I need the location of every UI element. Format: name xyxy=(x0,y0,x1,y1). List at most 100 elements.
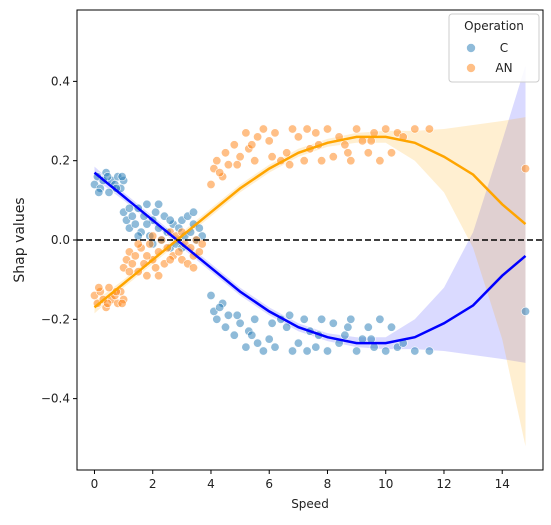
point-c-49 xyxy=(133,231,143,241)
x-tick-label-5: 10 xyxy=(378,477,393,491)
x-tick-label-1: 2 xyxy=(149,477,157,491)
point-c-26 xyxy=(151,207,161,217)
y-tick-label-4: 0.4 xyxy=(51,74,70,88)
y-axis-label: Shap values xyxy=(12,197,28,282)
point-an-64 xyxy=(264,136,274,146)
point-c-96 xyxy=(343,322,353,332)
x-tick-label-4: 8 xyxy=(324,477,332,491)
point-an-51 xyxy=(206,180,216,190)
point-c-94 xyxy=(267,318,277,328)
point-an-68 xyxy=(287,124,297,134)
point-c-84 xyxy=(381,346,391,356)
point-an-34 xyxy=(174,247,184,257)
point-an-96 xyxy=(343,148,353,158)
point-an-56 xyxy=(223,160,233,170)
point-c-83 xyxy=(375,314,385,324)
point-c-45 xyxy=(154,199,164,209)
point-an-85 xyxy=(386,148,396,158)
point-c-70 xyxy=(299,314,309,324)
point-an-74 xyxy=(322,124,332,134)
fit-lines xyxy=(93,135,527,345)
point-an-91 xyxy=(215,168,225,178)
point-an-94 xyxy=(267,152,277,162)
point-an-24 xyxy=(145,239,155,249)
point-an-41 xyxy=(194,247,204,257)
x-axis-label: Speed xyxy=(291,497,329,511)
point-c-63 xyxy=(258,346,268,356)
point-c-67 xyxy=(282,322,292,332)
point-an-44 xyxy=(142,251,152,261)
legend-label-an: AN xyxy=(495,61,512,75)
point-c-11 xyxy=(94,187,104,197)
point-an-61 xyxy=(250,156,260,166)
y-tick-label-0: −0.4 xyxy=(41,392,70,406)
point-an-11 xyxy=(94,283,104,293)
point-c-59 xyxy=(241,342,251,352)
point-an-50 xyxy=(148,231,158,241)
point-c-41 xyxy=(194,223,204,233)
point-c-85 xyxy=(386,322,396,332)
point-c-62 xyxy=(253,338,263,348)
ci-band-c xyxy=(94,65,526,363)
point-an-55 xyxy=(221,148,231,158)
point-an-93 xyxy=(247,140,257,150)
point-an-92 xyxy=(232,160,242,170)
point-an-62 xyxy=(253,132,263,142)
point-c-88 xyxy=(410,346,420,356)
point-c-89 xyxy=(424,346,434,356)
point-an-5 xyxy=(104,283,114,293)
point-an-59 xyxy=(241,128,251,138)
point-c-69 xyxy=(293,338,303,348)
point-an-23 xyxy=(142,271,152,281)
point-c-51 xyxy=(206,290,216,300)
point-c-48 xyxy=(189,207,199,217)
y-tick-label-1: −0.2 xyxy=(41,312,70,326)
point-c-19 xyxy=(130,219,140,229)
point-an-90 xyxy=(520,164,530,174)
point-c-61 xyxy=(250,314,260,324)
point-c-14 xyxy=(117,172,127,182)
point-an-89 xyxy=(424,124,434,134)
point-c-74 xyxy=(322,346,332,356)
x-tick-label-2: 4 xyxy=(207,477,215,491)
point-an-77 xyxy=(340,140,350,150)
y-tick-label-3: 0.2 xyxy=(51,154,70,168)
point-c-79 xyxy=(352,346,362,356)
point-an-95 xyxy=(302,124,312,134)
y-axis-ticks: −0.4 −0.2 0.0 0.2 0.4 xyxy=(41,74,77,406)
point-c-99 xyxy=(285,310,295,320)
point-c-93 xyxy=(247,330,257,340)
point-an-58 xyxy=(235,152,245,162)
x-tick-label-0: 0 xyxy=(91,477,99,491)
point-c-18 xyxy=(127,211,137,221)
point-c-53 xyxy=(212,314,222,324)
legend-title: Operation xyxy=(464,19,524,33)
point-an-18 xyxy=(127,259,137,269)
point-c-92 xyxy=(232,310,242,320)
point-an-14 xyxy=(117,298,127,308)
point-c-5 xyxy=(104,187,114,197)
point-c-91 xyxy=(215,302,225,312)
point-c-58 xyxy=(235,318,245,328)
point-c-77 xyxy=(340,330,350,340)
point-an-65 xyxy=(270,128,280,138)
point-c-65 xyxy=(270,342,280,352)
y-tick-label-2: 0.0 xyxy=(51,233,70,247)
point-an-78 xyxy=(346,156,356,166)
point-an-48 xyxy=(189,263,199,273)
point-an-57 xyxy=(229,140,239,150)
point-an-69 xyxy=(293,132,303,142)
point-c-12 xyxy=(103,172,113,182)
point-c-90 xyxy=(520,306,530,316)
point-an-72 xyxy=(311,128,321,138)
point-an-49 xyxy=(133,239,143,249)
point-an-84 xyxy=(381,124,391,134)
point-c-55 xyxy=(221,322,231,332)
point-c-57 xyxy=(229,330,239,340)
point-c-68 xyxy=(287,346,297,356)
legend-marker-an xyxy=(466,63,476,73)
ci-band-an xyxy=(94,117,526,447)
x-tick-label-3: 6 xyxy=(265,477,273,491)
fit-line-an xyxy=(93,135,527,309)
point-an-43 xyxy=(124,267,134,277)
